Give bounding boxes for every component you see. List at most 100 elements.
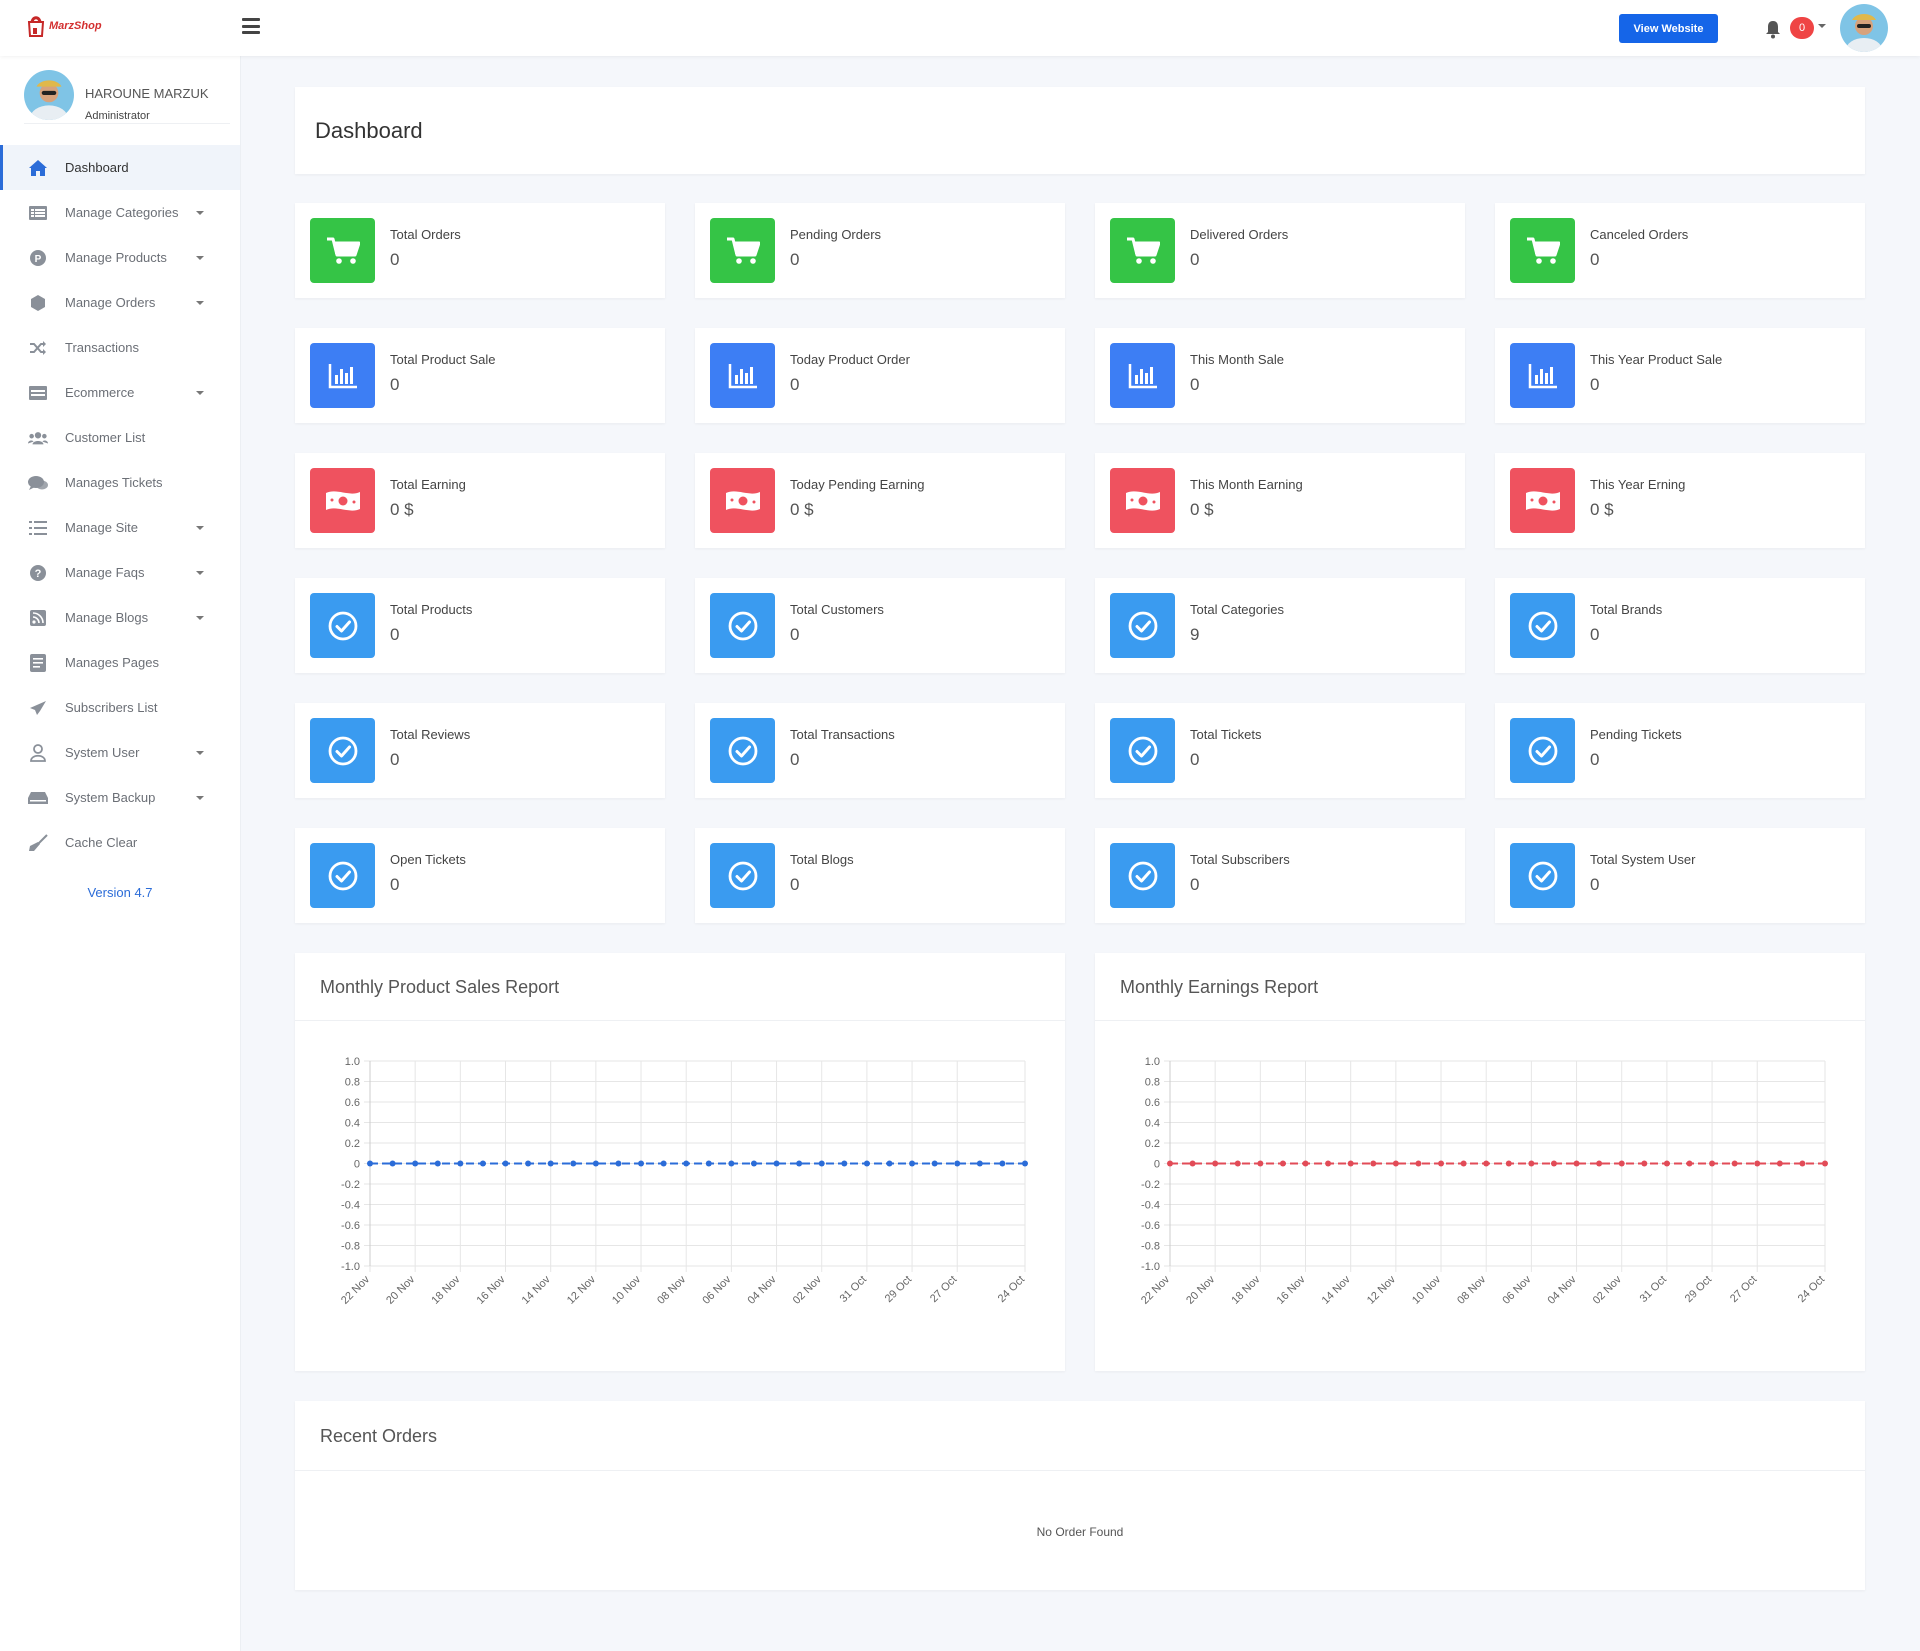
data-point[interactable] xyxy=(1438,1160,1445,1167)
user-profile[interactable]: HAROUNE MARZUK Administrator xyxy=(24,70,230,124)
data-point[interactable] xyxy=(1528,1160,1535,1167)
sidebar-item-manage-products[interactable]: P Manage Products xyxy=(0,235,240,280)
data-point[interactable] xyxy=(705,1160,712,1167)
data-point[interactable] xyxy=(1483,1160,1490,1167)
data-point[interactable] xyxy=(638,1160,645,1167)
stat-value: 0 xyxy=(390,375,400,394)
data-point[interactable] xyxy=(1822,1160,1828,1167)
data-point[interactable] xyxy=(389,1160,396,1167)
data-point[interactable] xyxy=(1663,1160,1670,1167)
data-point[interactable] xyxy=(1550,1160,1557,1167)
data-point[interactable] xyxy=(1709,1160,1716,1167)
sidebar-item-system-backup[interactable]: System Backup xyxy=(0,775,240,820)
data-point[interactable] xyxy=(1212,1160,1219,1167)
sidebar-item-manage-categories[interactable]: Manage Categories xyxy=(0,190,240,235)
data-point[interactable] xyxy=(1686,1160,1693,1167)
data-point[interactable] xyxy=(1189,1160,1196,1167)
data-point[interactable] xyxy=(1234,1160,1241,1167)
data-point[interactable] xyxy=(525,1160,532,1167)
data-point[interactable] xyxy=(1505,1160,1512,1167)
data-point[interactable] xyxy=(1167,1160,1173,1167)
data-point[interactable] xyxy=(931,1160,938,1167)
sidebar-item-dashboard[interactable]: Dashboard xyxy=(0,145,240,190)
data-point[interactable] xyxy=(412,1160,419,1167)
earnings-line-chart[interactable]: 1.0 0.8 0.6 0.4 0.2 0 -0.2 -0.4 -0.6 -0.8 -1.022 N… xyxy=(1095,1021,1865,1371)
x-tick-label: 16 Nov xyxy=(475,1273,508,1306)
sidebar-item-transactions[interactable]: Transactions xyxy=(0,325,240,370)
data-point[interactable] xyxy=(796,1160,803,1167)
data-point[interactable] xyxy=(1325,1160,1332,1167)
sidebar-item-system-user[interactable]: System User xyxy=(0,730,240,775)
data-point[interactable] xyxy=(660,1160,667,1167)
data-point[interactable] xyxy=(999,1160,1006,1167)
data-point[interactable] xyxy=(1415,1160,1422,1167)
data-point[interactable] xyxy=(1392,1160,1399,1167)
menu-toggle-icon[interactable] xyxy=(242,18,260,34)
sidebar-item-label: Cache Clear xyxy=(65,835,138,850)
data-point[interactable] xyxy=(1799,1160,1806,1167)
data-point[interactable] xyxy=(367,1160,373,1167)
sidebar-item-subscribers-list[interactable]: Subscribers List xyxy=(0,685,240,730)
data-point[interactable] xyxy=(1022,1160,1028,1167)
data-point[interactable] xyxy=(1731,1160,1738,1167)
data-point[interactable] xyxy=(1279,1160,1286,1167)
data-point[interactable] xyxy=(570,1160,577,1167)
sidebar-item-label: Dashboard xyxy=(65,160,129,175)
avatar xyxy=(24,70,74,120)
data-point[interactable] xyxy=(1370,1160,1377,1167)
user-role: Administrator xyxy=(85,110,150,122)
data-point[interactable] xyxy=(457,1160,464,1167)
data-point[interactable] xyxy=(886,1160,893,1167)
stat-card-this-year-erning: This Year Erning 0 $ xyxy=(1495,453,1865,548)
data-point[interactable] xyxy=(1754,1160,1761,1167)
data-point[interactable] xyxy=(479,1160,486,1167)
stat-card-total-categories: Total Categories 9 xyxy=(1095,578,1465,673)
stat-value: 0 xyxy=(1590,250,1600,269)
data-point[interactable] xyxy=(1347,1160,1354,1167)
data-point[interactable] xyxy=(1641,1160,1648,1167)
data-point[interactable] xyxy=(1776,1160,1783,1167)
data-point[interactable] xyxy=(841,1160,848,1167)
avatar[interactable] xyxy=(1840,4,1888,52)
data-point[interactable] xyxy=(750,1160,757,1167)
data-point[interactable] xyxy=(976,1160,983,1167)
bell-icon[interactable] xyxy=(1764,19,1782,39)
y-tick-label: -0.8 xyxy=(1141,1241,1160,1253)
sidebar-item-manage-faqs[interactable]: ? Manage Faqs xyxy=(0,550,240,595)
stat-value: 0 xyxy=(790,375,800,394)
data-point[interactable] xyxy=(1618,1160,1625,1167)
data-point[interactable] xyxy=(863,1160,870,1167)
sidebar-item-customer-list[interactable]: Customer List xyxy=(0,415,240,460)
sidebar-item-manage-orders[interactable]: Manage Orders xyxy=(0,280,240,325)
sales-line-chart[interactable]: 1.0 0.8 0.6 0.4 0.2 0 -0.2 -0.4 -0.6 -0.8 -1.022 N… xyxy=(295,1021,1065,1371)
brand-logo[interactable]: MarzShop xyxy=(25,14,102,38)
stat-label: This Month Earning xyxy=(1190,477,1303,492)
data-point[interactable] xyxy=(434,1160,441,1167)
data-point[interactable] xyxy=(909,1160,916,1167)
data-point[interactable] xyxy=(954,1160,961,1167)
sidebar-item-manage-blogs[interactable]: Manage Blogs xyxy=(0,595,240,640)
data-point[interactable] xyxy=(1257,1160,1264,1167)
stat-label: Total System User xyxy=(1590,852,1696,867)
data-point[interactable] xyxy=(728,1160,735,1167)
data-point[interactable] xyxy=(615,1160,622,1167)
check-circle-icon xyxy=(310,843,375,908)
data-point[interactable] xyxy=(1596,1160,1603,1167)
data-point[interactable] xyxy=(547,1160,554,1167)
sidebar-item-cache-clear[interactable]: Cache Clear xyxy=(0,820,240,865)
data-point[interactable] xyxy=(683,1160,690,1167)
sidebar-item-manages-pages[interactable]: Manages Pages xyxy=(0,640,240,685)
data-point[interactable] xyxy=(502,1160,509,1167)
sidebar-item-ecommerce[interactable]: Ecommerce xyxy=(0,370,240,415)
data-point[interactable] xyxy=(1460,1160,1467,1167)
data-point[interactable] xyxy=(1573,1160,1580,1167)
data-point[interactable] xyxy=(773,1160,780,1167)
data-point[interactable] xyxy=(1302,1160,1309,1167)
chevron-down-icon[interactable] xyxy=(1818,24,1826,28)
sidebar-item-manage-site[interactable]: Manage Site xyxy=(0,505,240,550)
stat-label: Pending Orders xyxy=(790,227,882,242)
data-point[interactable] xyxy=(592,1160,599,1167)
view-website-button[interactable]: View Website xyxy=(1619,14,1718,43)
sidebar-item-manages-tickets[interactable]: Manages Tickets xyxy=(0,460,240,505)
data-point[interactable] xyxy=(818,1160,825,1167)
